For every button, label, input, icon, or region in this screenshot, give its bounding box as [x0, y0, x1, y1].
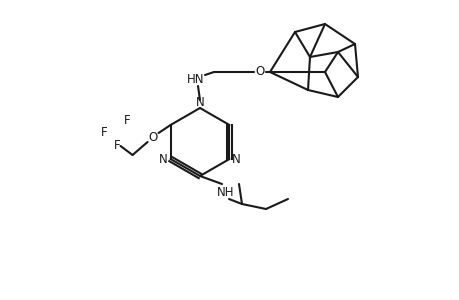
- Text: F: F: [114, 139, 121, 152]
- Text: HN: HN: [187, 73, 204, 85]
- Text: N: N: [159, 152, 168, 166]
- Text: O: O: [255, 64, 264, 77]
- Text: F: F: [101, 125, 107, 139]
- Text: NH: NH: [217, 187, 234, 200]
- Text: N: N: [231, 152, 241, 166]
- Text: O: O: [148, 130, 157, 143]
- Text: N: N: [195, 95, 204, 109]
- Text: F: F: [124, 113, 130, 127]
